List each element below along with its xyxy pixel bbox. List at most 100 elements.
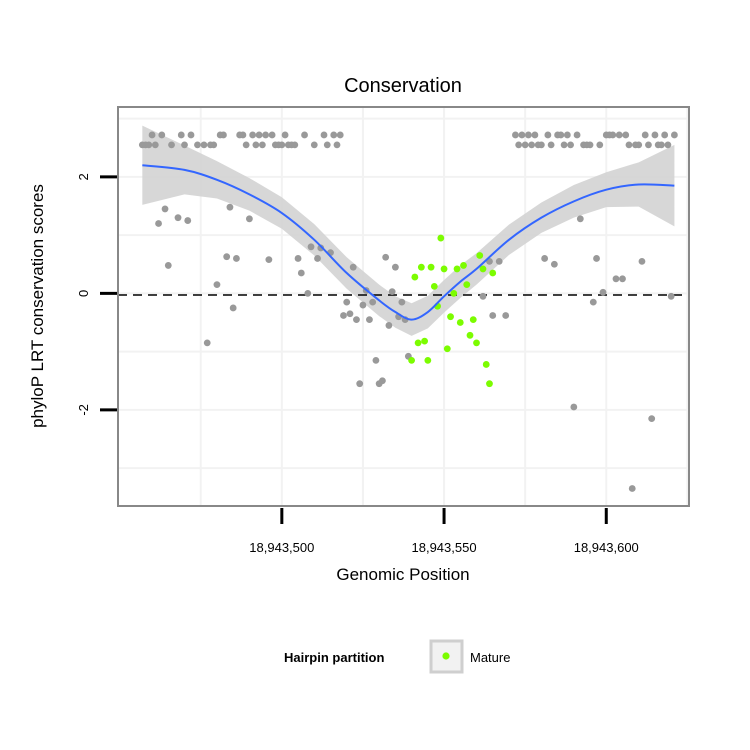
point-other	[502, 312, 510, 319]
point-mature	[482, 361, 490, 368]
point-other	[479, 292, 487, 300]
point-other	[346, 310, 354, 318]
point-mature	[414, 339, 422, 347]
point-other	[528, 141, 536, 149]
point-mature	[466, 331, 474, 339]
legend: Hairpin partition Mature	[284, 639, 510, 674]
point-other	[168, 141, 175, 149]
point-other	[382, 253, 390, 261]
point-other	[671, 131, 678, 139]
point-other	[525, 131, 532, 139]
point-other	[385, 322, 393, 329]
point-mature	[417, 263, 425, 271]
point-other	[320, 131, 328, 139]
point-other	[340, 312, 347, 319]
panel-border	[117, 106, 690, 507]
point-other	[294, 255, 302, 262]
point-mature	[427, 263, 435, 271]
x-axis: 18,943,500 18,943,550 18,943,600	[249, 508, 639, 555]
point-mature	[450, 289, 458, 297]
point-other	[388, 288, 396, 296]
point-other	[213, 281, 221, 289]
point-mature	[453, 265, 461, 273]
point-other	[161, 205, 169, 213]
point-other	[612, 275, 620, 283]
x-tick-label: 18,943,600	[574, 540, 639, 555]
point-other	[622, 131, 630, 139]
x-tick-label: 18,943,550	[412, 540, 477, 555]
point-other	[495, 257, 503, 265]
point-other	[541, 255, 549, 262]
legend-key-mature	[442, 652, 450, 660]
smooth-line-layer	[142, 164, 675, 321]
point-other	[518, 131, 526, 139]
point-other	[181, 141, 188, 149]
point-mature	[424, 356, 432, 364]
point-other	[233, 255, 240, 262]
point-other	[245, 215, 253, 223]
point-other	[609, 131, 617, 139]
point-other	[391, 263, 399, 271]
plot-panel	[117, 106, 690, 507]
point-other	[531, 131, 539, 139]
point-other	[596, 141, 604, 149]
point-mature	[463, 281, 471, 289]
point-other	[187, 131, 195, 139]
point-other	[515, 141, 523, 149]
point-other	[343, 298, 351, 306]
point-other	[625, 141, 633, 149]
point-other	[151, 141, 159, 149]
point-other	[265, 256, 273, 264]
point-other	[317, 244, 325, 252]
point-mature	[430, 283, 438, 290]
point-mature	[411, 273, 419, 281]
point-other	[563, 131, 571, 139]
point-other	[599, 288, 607, 296]
point-other	[210, 141, 218, 149]
point-other	[489, 312, 497, 319]
point-other	[177, 131, 185, 139]
point-other	[635, 141, 643, 149]
point-other	[560, 141, 568, 149]
point-other	[557, 131, 565, 139]
point-other	[589, 298, 597, 306]
point-other	[379, 377, 386, 385]
point-mature	[421, 337, 428, 345]
smooth-line	[142, 164, 675, 321]
point-mature	[469, 316, 477, 324]
legend-title: Hairpin partition	[284, 650, 384, 665]
point-other	[667, 292, 675, 300]
point-mature	[408, 356, 416, 364]
point-other	[310, 141, 318, 149]
point-other	[398, 298, 406, 306]
point-other	[573, 131, 581, 139]
point-other	[641, 131, 649, 139]
point-other	[550, 260, 558, 268]
y-axis: -2 0 2	[76, 173, 117, 416]
point-other	[366, 316, 373, 324]
y-tick-label: 0	[76, 290, 91, 297]
point-other	[628, 485, 636, 492]
point-other	[268, 131, 276, 139]
point-other	[645, 141, 652, 149]
point-other	[304, 289, 312, 297]
point-other	[547, 141, 555, 149]
point-other	[145, 141, 153, 149]
point-mature	[486, 380, 493, 388]
point-mature	[479, 265, 487, 273]
point-mature	[456, 319, 464, 326]
point-other	[372, 356, 380, 364]
point-other	[297, 269, 305, 277]
point-other	[262, 131, 270, 139]
point-other	[651, 131, 659, 139]
point-other	[521, 141, 529, 149]
point-other	[330, 131, 338, 139]
point-other	[281, 131, 289, 139]
point-mature	[443, 345, 451, 353]
x-tick-label: 18,943,500	[249, 540, 314, 555]
point-other	[158, 131, 166, 139]
point-other	[155, 220, 162, 227]
point-other	[648, 415, 656, 423]
point-mature	[437, 234, 445, 242]
point-other	[258, 141, 266, 149]
